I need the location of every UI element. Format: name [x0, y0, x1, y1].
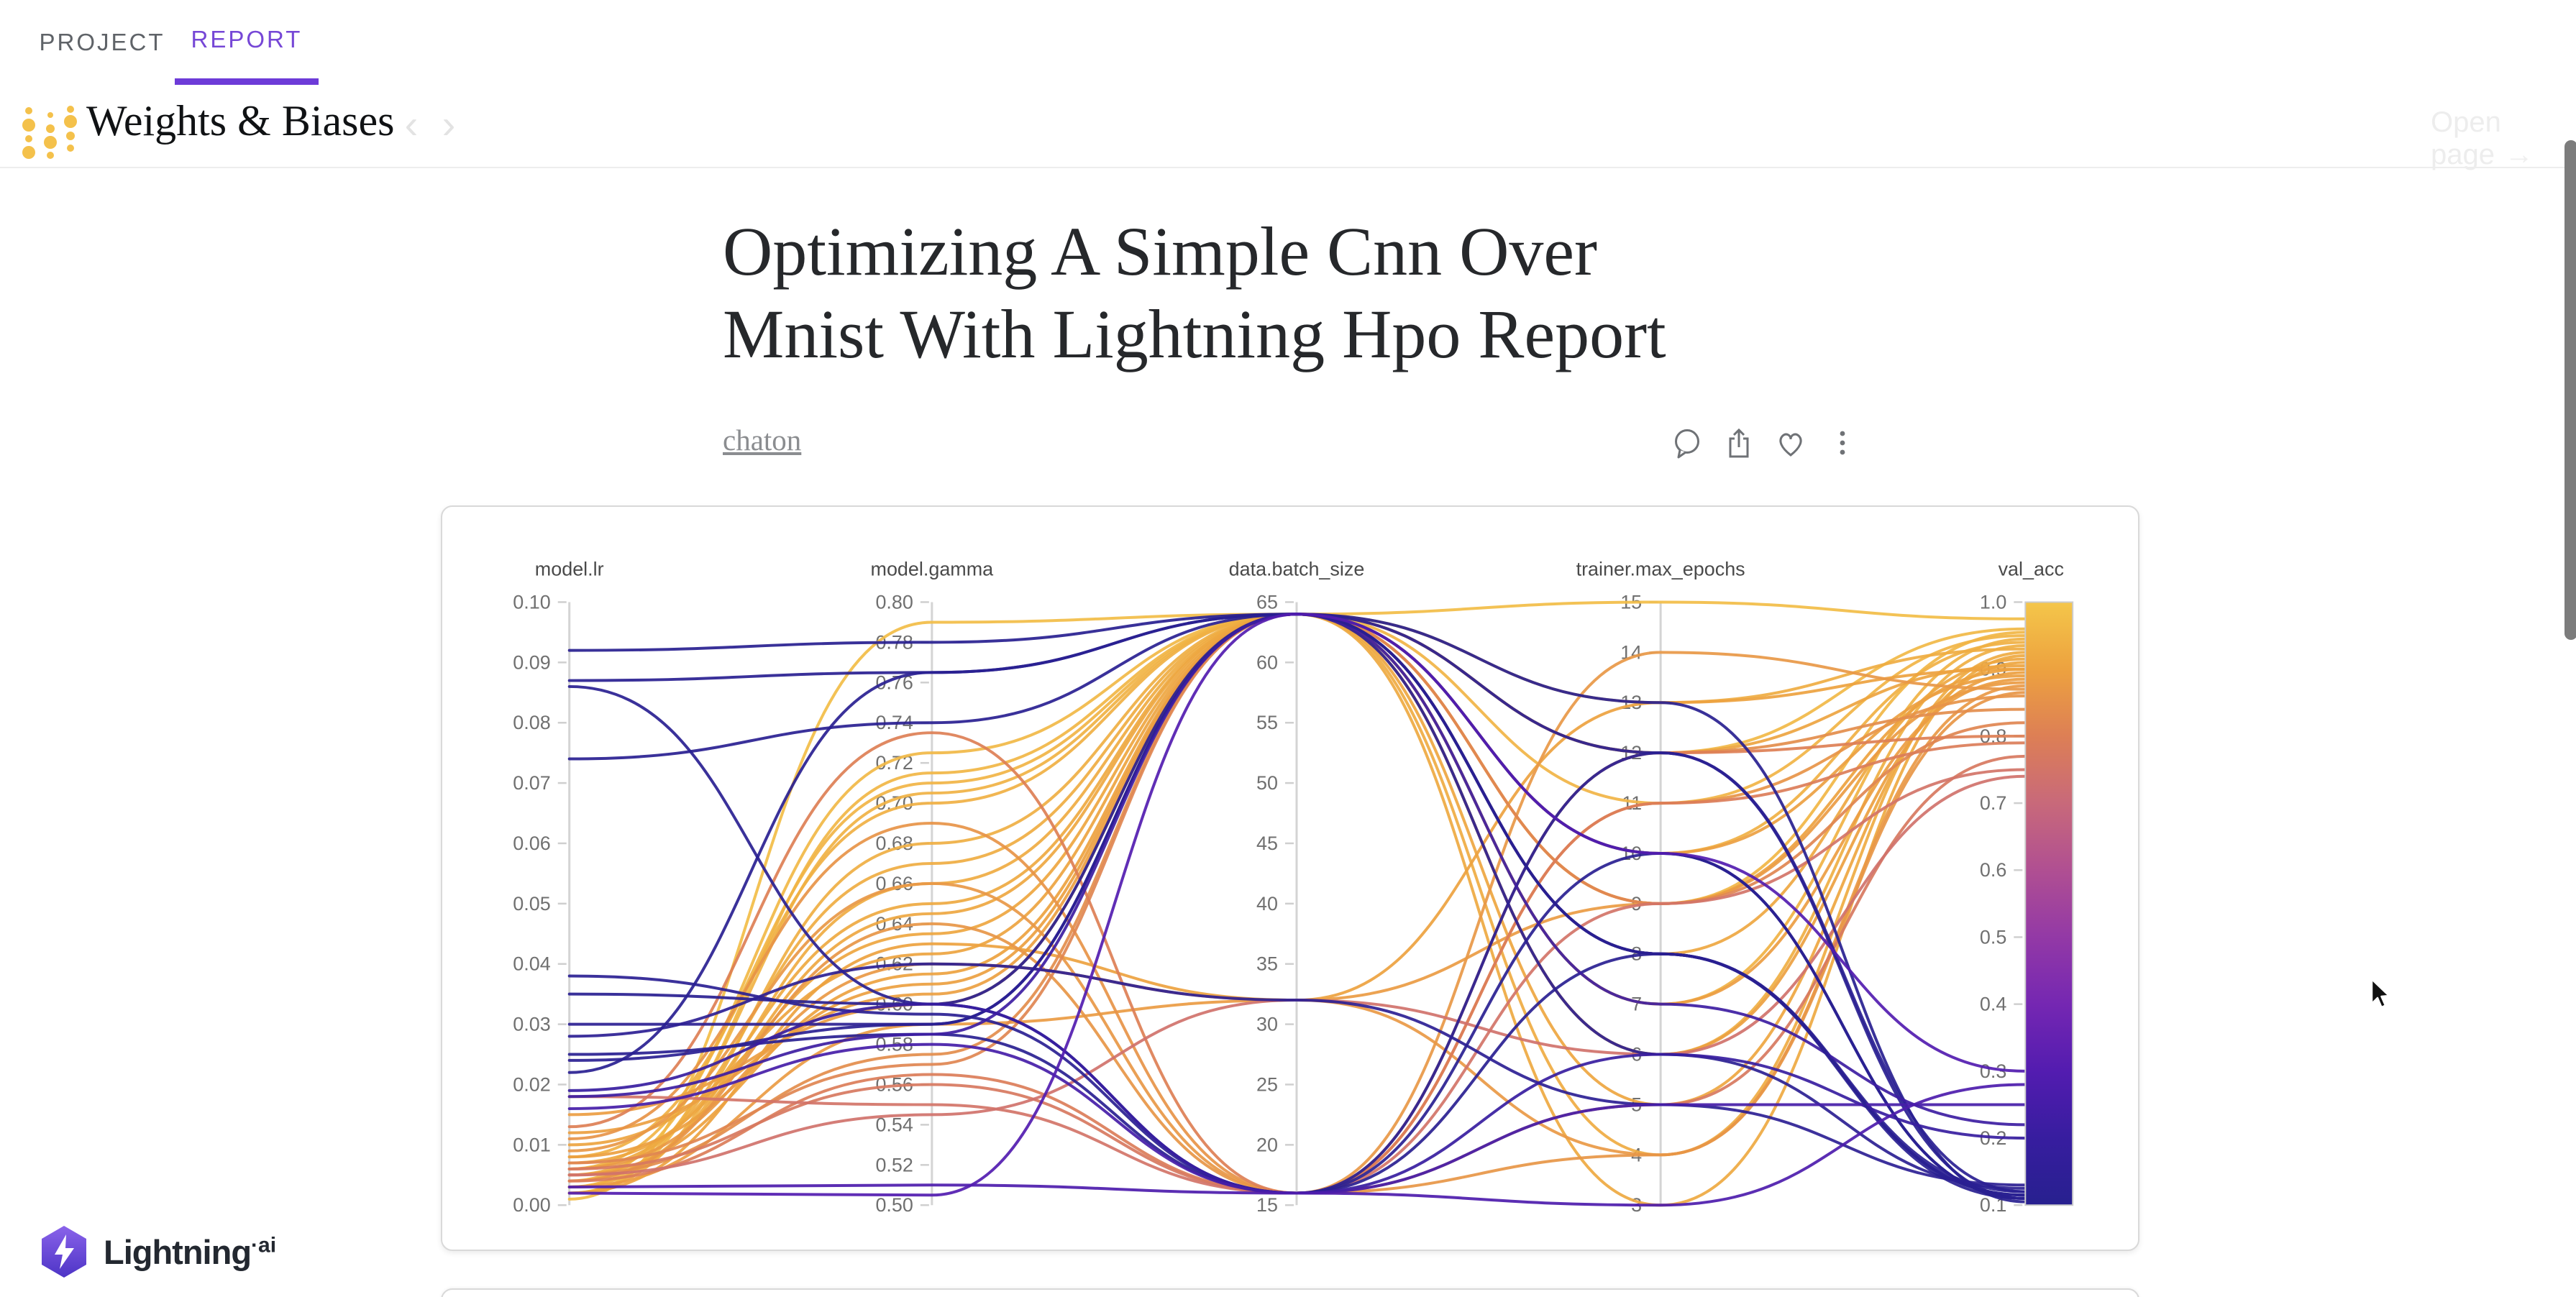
- tick-label: 0.03: [513, 1014, 550, 1035]
- axis-title[interactable]: model.gamma: [871, 559, 994, 580]
- nav-next-icon[interactable]: ›: [442, 101, 456, 147]
- tick-label: 30: [1256, 1014, 1278, 1035]
- comment-icon: [1675, 429, 1699, 459]
- tick-label: 8: [1631, 943, 1642, 965]
- run-line[interactable]: [567, 1083, 2027, 1207]
- heart-icon: [1779, 433, 1802, 457]
- open-page-button[interactable]: Open page →: [2431, 106, 2576, 171]
- run-line[interactable]: [567, 613, 2027, 1204]
- tick-label: 65: [1256, 591, 1278, 613]
- comment-button[interactable]: [1670, 426, 1704, 460]
- lightning-bolt-icon: [42, 1226, 86, 1278]
- axis-title[interactable]: val_acc: [1999, 559, 2064, 580]
- report-title-line1: Optimizing A Simple Cnn Over: [723, 213, 1597, 290]
- tick-label: 0.80: [875, 591, 913, 613]
- tick-label: 0.07: [513, 772, 550, 794]
- lightning-ai-logo[interactable]: Lightning·ai: [40, 1225, 276, 1278]
- run-line[interactable]: [567, 613, 2027, 1207]
- axis-model.lr[interactable]: 0.10 0.09 0.08 0.07 0.06 0.05 0.04 0.03 0.02 0.01…: [513, 559, 603, 1216]
- parallel-coordinates-chart[interactable]: 0.10 0.09 0.08 0.07 0.06 0.05 0.04 0.03 0.02 0.01…: [442, 507, 2138, 1250]
- tick-label: 0.4: [1980, 994, 2006, 1015]
- author-link[interactable]: chaton: [723, 423, 802, 457]
- tab-project[interactable]: PROJECT: [39, 29, 165, 55]
- next-panel-card: [441, 1288, 2139, 1297]
- panel-card: 0.10 0.09 0.08 0.07 0.06 0.05 0.04 0.03 0.02 0.01…: [441, 505, 2139, 1251]
- val-acc-colorbar: [2024, 601, 2074, 1206]
- axis-title[interactable]: trainer.max_epochs: [1576, 559, 1745, 580]
- scrollbar-thumb[interactable]: [2564, 140, 2576, 640]
- lightning-wordmark: Lightning·ai: [104, 1232, 277, 1271]
- tick-label: 0.08: [513, 712, 550, 733]
- tick-label: 0.09: [513, 651, 550, 673]
- tick-label: 0.5: [1980, 926, 2006, 948]
- ai-suffix: ·ai: [251, 1232, 277, 1257]
- tab-bar: PROJECT REPORT: [0, 0, 2576, 91]
- tick-label: 0.05: [513, 893, 550, 915]
- tick-label: 0.52: [875, 1154, 913, 1175]
- tick-label: 0.6: [1980, 859, 2006, 881]
- tick-label: 0.06: [513, 833, 550, 854]
- run-line[interactable]: [567, 731, 2027, 1195]
- open-page-arrow-icon: →: [2504, 139, 2534, 170]
- tick-label: 50: [1256, 772, 1278, 794]
- brand-title: Weights & Biases: [86, 97, 395, 145]
- open-page-label: Open page: [2431, 106, 2501, 170]
- axis-title[interactable]: data.batch_size: [1229, 559, 1365, 580]
- run-line[interactable]: [567, 962, 2027, 1187]
- tick-label: 35: [1256, 953, 1278, 975]
- tick-label: 20: [1256, 1134, 1278, 1155]
- share-button[interactable]: [1722, 426, 1756, 460]
- tick-label: 1.0: [1980, 591, 2006, 613]
- axis-title[interactable]: model.lr: [535, 559, 604, 580]
- run-line[interactable]: [567, 613, 2027, 1197]
- mouse-cursor: [2370, 978, 2390, 1009]
- share-icon: [1729, 428, 1749, 458]
- tick-label: 45: [1256, 833, 1278, 854]
- tick-label: 0.7: [1980, 792, 2006, 814]
- nav-prev-icon[interactable]: ‹: [404, 101, 419, 147]
- tick-label: 0.01: [513, 1134, 550, 1155]
- tick-label: 0.00: [513, 1194, 550, 1216]
- brand-header: Weights & Biases ‹ › Open page →: [0, 91, 2576, 171]
- tick-label: 0.50: [875, 1194, 913, 1216]
- run-line[interactable]: [567, 751, 2027, 1195]
- run-line[interactable]: [567, 600, 2027, 1201]
- more-options-button[interactable]: [1825, 426, 1860, 460]
- tick-label: 7: [1631, 994, 1642, 1015]
- tick-label: 0.68: [875, 833, 913, 854]
- tick-label: 60: [1256, 651, 1278, 673]
- tick-label: 15: [1256, 1194, 1278, 1216]
- report-title-line2: Mnist With Lightning Hpo Report: [723, 295, 1666, 373]
- like-button[interactable]: [1773, 426, 1808, 460]
- tick-label: 0.10: [513, 591, 550, 613]
- kebab-menu-icon: [1840, 431, 1845, 455]
- tick-label: 55: [1256, 712, 1278, 733]
- report-title: Optimizing A Simple Cnn Over Mnist With …: [723, 210, 1888, 375]
- run-line[interactable]: [567, 851, 2027, 1200]
- tick-label: 0.04: [513, 953, 550, 975]
- tab-report[interactable]: REPORT: [175, 0, 319, 85]
- tick-label: 25: [1256, 1073, 1278, 1095]
- tick-label: 0.02: [513, 1073, 550, 1095]
- report-actions: [1670, 426, 1860, 460]
- axis-data.batch_size[interactable]: 65 60 55 50 45 40 35 30 25 20 15 data.batch_size: [1229, 559, 1365, 1216]
- tick-label: 40: [1256, 893, 1278, 915]
- wandb-logo-icon: [22, 106, 77, 159]
